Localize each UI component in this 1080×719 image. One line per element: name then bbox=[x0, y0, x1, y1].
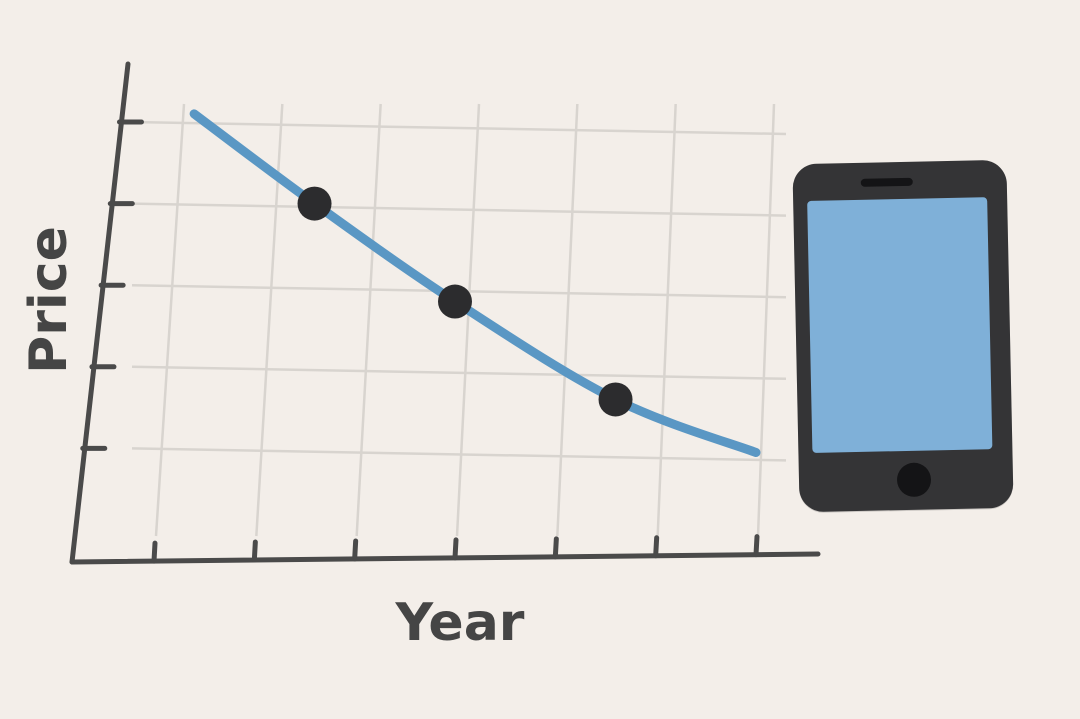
x-tick-mark bbox=[552, 536, 559, 560]
phone-screen bbox=[807, 197, 993, 453]
x-tick-mark bbox=[251, 539, 258, 563]
gridline-vertical bbox=[756, 103, 776, 537]
markers bbox=[297, 186, 633, 417]
axes bbox=[69, 61, 821, 565]
grid bbox=[131, 103, 787, 537]
x-tick-mark bbox=[352, 538, 359, 562]
x-tick-mark bbox=[653, 535, 660, 559]
x-axis-title: Year bbox=[395, 593, 525, 653]
gridline-vertical bbox=[556, 103, 579, 537]
phone-speaker bbox=[860, 177, 913, 187]
x-tick-mark bbox=[151, 540, 158, 564]
x-axis-line bbox=[69, 551, 821, 565]
gridline-vertical bbox=[656, 103, 677, 537]
y-axis-title: Price bbox=[19, 226, 79, 374]
data-point-marker bbox=[438, 284, 472, 319]
gridline-vertical bbox=[154, 103, 186, 537]
gridline-vertical bbox=[355, 103, 382, 537]
gridline-horizontal bbox=[131, 447, 787, 462]
y-axis-line bbox=[69, 61, 131, 565]
data-point-marker bbox=[598, 382, 633, 417]
gridline-horizontal bbox=[131, 365, 787, 381]
phone-home-button bbox=[896, 462, 932, 498]
x-tick-mark bbox=[452, 537, 459, 561]
x-tick-mark bbox=[753, 534, 760, 558]
gridline-horizontal bbox=[131, 202, 787, 217]
data-point-marker bbox=[297, 186, 332, 221]
gridline-horizontal bbox=[131, 120, 787, 136]
gridline-vertical bbox=[455, 103, 481, 537]
smartphone-icon bbox=[792, 159, 1014, 513]
